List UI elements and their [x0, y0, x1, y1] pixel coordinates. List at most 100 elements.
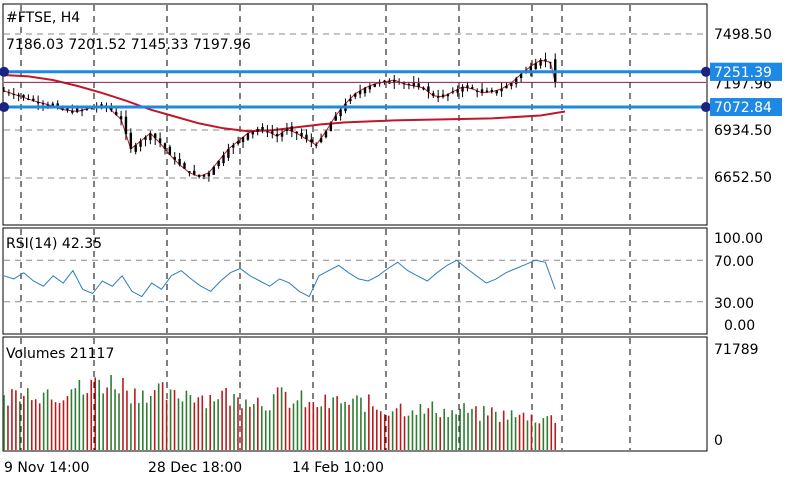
candle-body [358, 90, 362, 95]
candle-body [412, 82, 415, 86]
level-handle-right-1 [701, 102, 711, 113]
candle-body [456, 89, 459, 93]
candle-body [422, 87, 425, 90]
volume-panel-frame [2, 336, 708, 452]
candle-body [197, 174, 201, 177]
candle-body [144, 137, 147, 140]
volume-tick-zero: 0 [714, 433, 723, 449]
candle-body [227, 149, 230, 158]
candle-body [334, 115, 337, 121]
candle-body [163, 143, 167, 150]
grid-lines [4, 5, 706, 450]
candle-body [471, 87, 474, 89]
candle-body [251, 131, 254, 135]
candle-body [207, 172, 211, 177]
candle-body [222, 154, 225, 164]
candle-body [124, 116, 128, 135]
candle-body [36, 102, 40, 104]
candle-body [451, 91, 454, 93]
rsi-tick-30: 30.00 [714, 296, 754, 312]
candle-body [32, 98, 35, 101]
candle-body [417, 83, 420, 87]
candle-body [339, 109, 342, 117]
candle-body [510, 82, 513, 87]
price-tick-1: 6934.50 [714, 123, 772, 139]
candle-body [349, 98, 352, 102]
candle-body [519, 74, 523, 79]
time-label-1: 28 Dec 18:00 [148, 460, 242, 476]
volume-tick-max: 71789 [714, 342, 759, 358]
candle-body [41, 103, 45, 105]
candle-body [149, 133, 152, 141]
candle-body [115, 111, 118, 115]
moving-average-line [3, 74, 566, 133]
candle-body [178, 158, 181, 165]
candle-body [158, 138, 162, 144]
candle-body [544, 59, 547, 62]
candle-body [310, 139, 313, 143]
candle-body [12, 94, 15, 96]
candle-body [154, 133, 157, 139]
candle-body [290, 126, 294, 132]
candle-body [319, 138, 323, 143]
rsi-tick-0: 0.00 [724, 318, 755, 334]
candle-body [402, 82, 406, 84]
candle-body [27, 98, 30, 100]
candle-body [324, 131, 328, 138]
candle-body [188, 171, 191, 173]
candle-body [173, 156, 176, 160]
rsi-tick-100: 100.00 [714, 231, 763, 247]
candle-body [212, 166, 215, 175]
candle-body [490, 90, 494, 92]
candle-body [300, 132, 303, 137]
level-handle-left-0 [0, 66, 9, 77]
candle-body [2, 90, 6, 92]
candle-body [236, 141, 240, 144]
candle-body [432, 93, 435, 96]
candle-body [168, 146, 172, 155]
candle-body [436, 96, 440, 98]
candle-body [305, 134, 308, 140]
candle-body [193, 170, 196, 175]
candle-body [461, 86, 464, 92]
candle-body [183, 162, 186, 169]
candle-body [500, 88, 503, 92]
candle-body [139, 141, 142, 147]
candle-body [7, 92, 11, 94]
price-tick-2: 6652.50 [714, 170, 772, 186]
candle-body [22, 94, 25, 98]
candle-body [315, 144, 318, 146]
candle-body [256, 129, 259, 132]
time-label-0: 9 Nov 14:00 [4, 460, 89, 476]
level-handle-right-0 [701, 66, 711, 77]
candle-body [354, 93, 357, 97]
level-handle-left-1 [0, 102, 9, 113]
candle-body [66, 107, 69, 111]
rsi-label: RSI(14) 42.35 [6, 236, 102, 252]
candle-body [378, 82, 381, 84]
candle-body [85, 108, 89, 110]
candle-body [515, 78, 518, 85]
rsi-layer [3, 259, 556, 298]
candle-body [232, 145, 235, 148]
candle-body [75, 108, 79, 112]
candle-body [373, 83, 376, 87]
candle-body [280, 132, 284, 137]
candle-body [100, 104, 103, 107]
level-tag-bg-top-overlay [710, 62, 782, 81]
rsi-tick-70: 70.00 [714, 254, 754, 270]
candle-body [368, 85, 372, 90]
candle-body [51, 103, 54, 107]
candle-body [246, 133, 250, 140]
candle-body [495, 90, 498, 94]
candle-body [393, 79, 396, 84]
candle-body [17, 94, 20, 96]
ohlc-label: 7186.03 7201.52 7145.33 7197.96 [6, 37, 251, 53]
candle-body [217, 160, 220, 167]
price-tick-0: 7498.50 [714, 27, 772, 43]
candle-body [295, 131, 298, 134]
level-tag-label-1: 7072.84 [714, 100, 772, 116]
